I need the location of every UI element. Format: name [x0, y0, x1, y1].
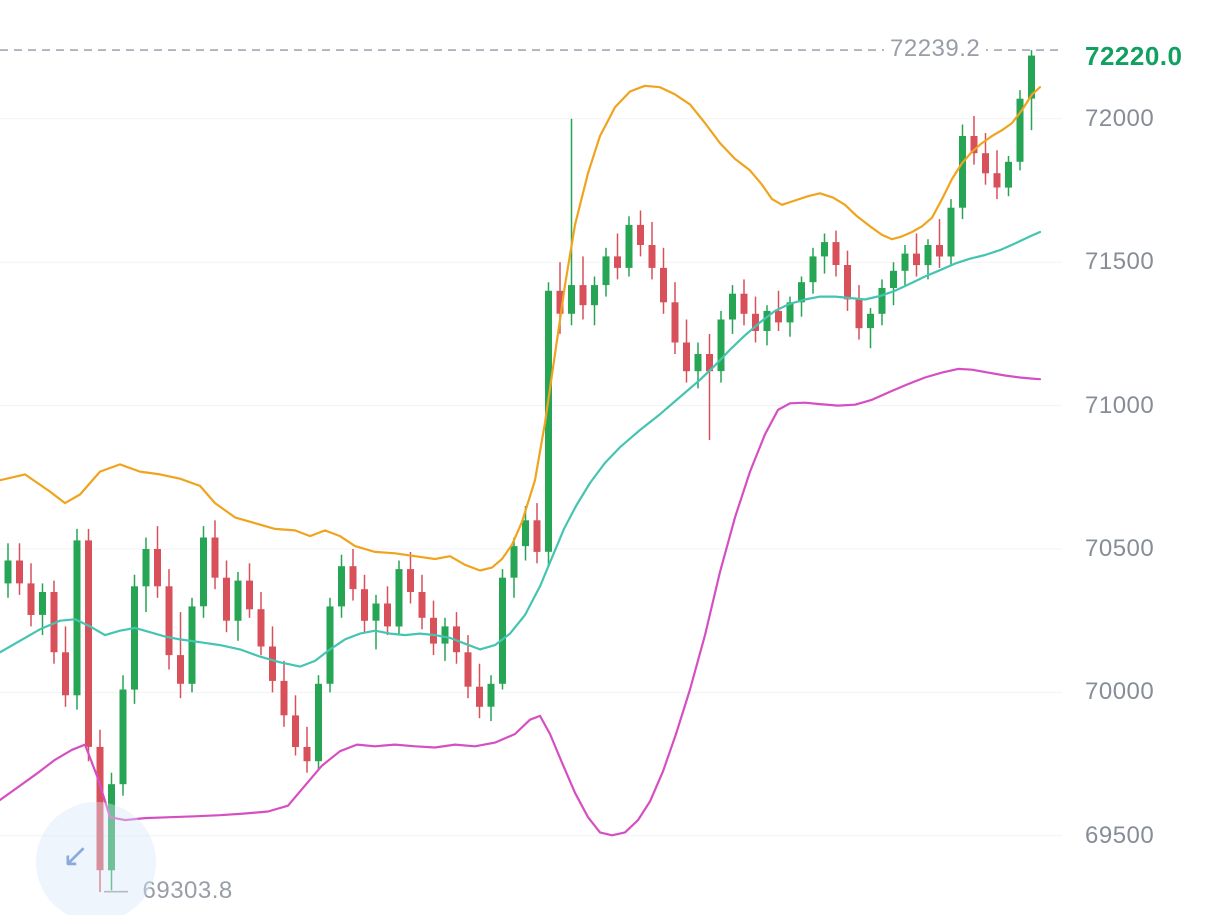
price-axis-tick: 72000 [1085, 104, 1155, 132]
low-marker-dash: — [104, 877, 129, 905]
pan-gesture-hint: ↙ [36, 802, 156, 915]
price-axis-tick: 70000 [1085, 678, 1155, 706]
bollinger-lower [0, 367, 1042, 837]
high-marker-label: 72239.2 [884, 35, 987, 64]
bollinger-middle [0, 230, 1042, 668]
price-axis-tick: 71000 [1085, 391, 1155, 419]
low-marker-label: — 69303.8 [104, 877, 233, 905]
price-axis-tick: 71500 [1085, 248, 1155, 276]
candlestick-chart-canvas[interactable] [0, 0, 1070, 915]
price-axis-tick: 69500 [1085, 821, 1155, 849]
low-marker-value: 69303.8 [142, 877, 233, 905]
arrow-down-left-icon: ↙ [62, 837, 89, 873]
bollinger-upper [0, 84, 1042, 572]
current-price-label: 72220.0 [1085, 40, 1183, 71]
price-axis-tick: 70500 [1085, 535, 1155, 562]
